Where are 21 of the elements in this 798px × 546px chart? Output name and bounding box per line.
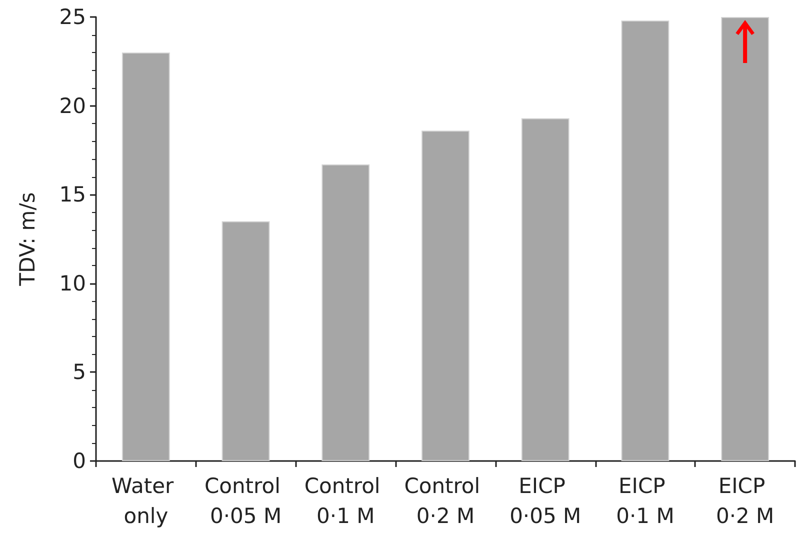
y-tick-label: 0 [72,449,86,473]
y-tick-label: 25 [59,5,86,29]
bar [222,221,270,461]
x-tick-label: Control 0·2 M [404,474,487,528]
y-tick-label: 20 [59,94,86,118]
x-tick-label: EICP 0·1 M [616,474,674,528]
y-tick-label: 15 [59,182,86,207]
x-tick-label: EICP 0·05 M [510,474,582,528]
y-tick-label: 10 [59,271,86,296]
y-axis-title: TDV: m/s [16,192,40,287]
x-tick-label: EICP 0·2 M [716,474,774,528]
y-tick-label: 5 [72,360,86,384]
x-tick-label: Control 0·1 M [304,474,387,528]
bar [422,130,470,461]
x-tick-label: Water only [112,474,180,528]
bar [521,118,570,461]
bar [621,20,670,461]
bar [322,164,370,461]
bar [721,17,770,461]
x-tick-label: Control 0·05 M [204,474,288,528]
bar [122,52,170,461]
